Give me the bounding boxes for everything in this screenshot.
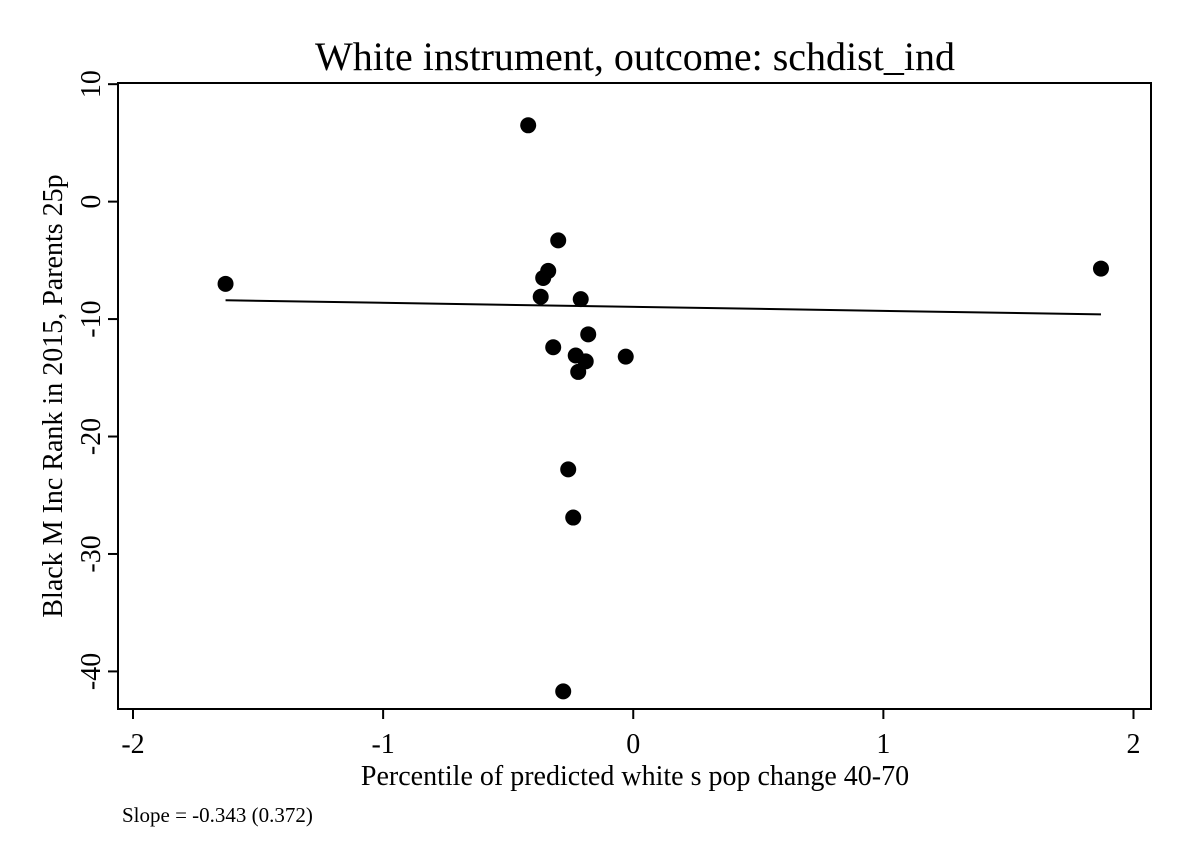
chart-title: White instrument, outcome: schdist_ind	[315, 34, 955, 79]
x-axis: -2 -1 0 1 2	[121, 709, 1140, 760]
y-tick-label: -40	[76, 653, 107, 690]
data-points	[217, 117, 1109, 700]
data-point	[570, 363, 587, 380]
y-axis: -40 -30 -20 -10 0 10	[76, 70, 118, 690]
y-tick-label: -10	[76, 300, 107, 337]
data-point	[565, 509, 582, 526]
data-point	[535, 269, 552, 286]
y-tick-label: 10	[76, 70, 107, 98]
data-point	[532, 288, 549, 305]
x-tick-label: 0	[626, 729, 640, 760]
plot-frame	[117, 82, 1152, 710]
data-point	[545, 339, 562, 356]
y-tick-label: 0	[76, 195, 107, 209]
data-point	[617, 348, 634, 365]
data-point	[580, 326, 597, 343]
data-point	[217, 275, 234, 292]
x-tick-label: 1	[876, 729, 890, 760]
fit-line	[225, 299, 1101, 316]
x-tick-label: -1	[371, 729, 394, 760]
y-axis-label: Black M Inc Rank in 2015, Parents 25p	[38, 174, 69, 617]
x-axis-label: Percentile of predicted white s pop chan…	[361, 761, 909, 792]
x-tick-label: -2	[121, 729, 144, 760]
data-point	[520, 117, 537, 134]
slope-note: Slope = -0.343 (0.372)	[122, 803, 313, 827]
y-tick-label: -30	[76, 535, 107, 572]
data-point	[550, 232, 567, 249]
data-point	[560, 461, 577, 478]
fit-line-layer	[225, 299, 1101, 316]
data-point	[1092, 260, 1109, 277]
data-point	[555, 683, 572, 700]
x-tick-label: 2	[1126, 729, 1140, 760]
y-tick-label: -20	[76, 418, 107, 455]
data-point	[572, 291, 589, 308]
